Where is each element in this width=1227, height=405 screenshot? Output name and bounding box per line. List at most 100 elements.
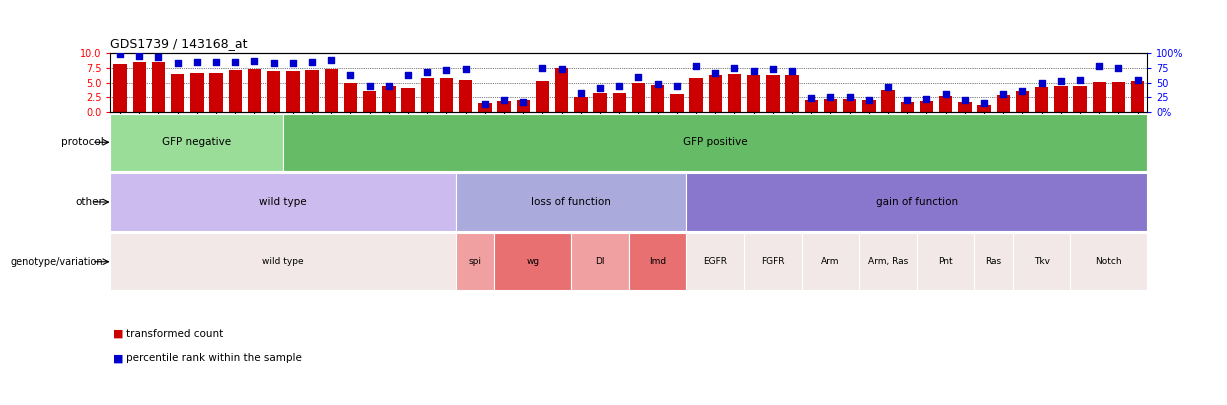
Text: wild type: wild type <box>263 257 304 266</box>
Bar <box>974 233 1012 290</box>
Point <box>706 70 725 76</box>
Bar <box>110 113 283 171</box>
Text: spi: spi <box>469 257 482 266</box>
Bar <box>459 79 472 112</box>
Bar <box>920 101 934 112</box>
Bar <box>805 100 818 112</box>
Bar <box>344 83 357 112</box>
Bar <box>267 70 280 112</box>
Bar <box>632 83 645 112</box>
Bar <box>421 78 434 112</box>
Bar <box>248 69 261 112</box>
Point <box>917 96 936 102</box>
Text: EGFR: EGFR <box>703 257 728 266</box>
Bar <box>958 102 972 112</box>
Point <box>648 81 667 87</box>
Text: percentile rank within the sample: percentile rank within the sample <box>126 354 302 363</box>
Point <box>839 94 859 101</box>
Point <box>1090 62 1109 69</box>
Bar <box>228 70 242 112</box>
Text: Ras: Ras <box>985 257 1001 266</box>
Bar <box>555 68 568 112</box>
Bar <box>113 64 126 112</box>
Point <box>744 67 763 74</box>
Bar <box>670 94 683 112</box>
Bar <box>439 78 453 112</box>
Bar <box>594 93 607 112</box>
Point <box>455 66 475 72</box>
Bar <box>283 113 1147 171</box>
Text: Tkv: Tkv <box>1033 257 1049 266</box>
Bar <box>628 233 686 290</box>
Point <box>686 63 706 70</box>
Point <box>533 64 552 71</box>
Bar <box>939 96 952 112</box>
Point <box>610 83 629 90</box>
Point <box>725 65 745 71</box>
Point <box>264 60 283 66</box>
Point <box>168 60 188 67</box>
Point <box>859 97 879 103</box>
Bar <box>612 93 626 112</box>
Bar <box>363 92 377 112</box>
Point <box>667 82 687 89</box>
Bar <box>110 173 456 231</box>
Bar <box>1074 85 1087 112</box>
Text: Pnt: Pnt <box>939 257 953 266</box>
Point <box>302 59 321 66</box>
Point <box>821 94 840 100</box>
Bar <box>686 233 744 290</box>
Bar <box>859 233 917 290</box>
Bar <box>1131 81 1145 112</box>
Point <box>148 53 168 60</box>
Point <box>437 67 456 73</box>
Text: genotype/variation: genotype/variation <box>11 257 103 267</box>
Bar <box>574 98 588 112</box>
Bar <box>996 95 1010 112</box>
Point <box>1070 76 1090 83</box>
Point <box>475 101 494 107</box>
Text: Arm: Arm <box>821 257 839 266</box>
Bar <box>494 233 572 290</box>
Point <box>879 83 898 90</box>
Bar <box>572 233 628 290</box>
Bar <box>110 233 456 290</box>
Bar <box>1070 233 1147 290</box>
Point <box>417 69 437 76</box>
Point <box>590 85 610 91</box>
Point <box>110 51 130 58</box>
Bar <box>801 233 859 290</box>
Text: Arm, Ras: Arm, Ras <box>867 257 908 266</box>
Bar <box>517 100 530 112</box>
Bar <box>456 173 686 231</box>
Bar <box>479 103 492 112</box>
Text: Notch: Notch <box>1096 257 1123 266</box>
Bar <box>747 75 761 112</box>
Text: Imd: Imd <box>649 257 666 266</box>
Point <box>341 72 361 79</box>
Bar <box>708 75 721 112</box>
Bar <box>1012 233 1070 290</box>
Point <box>399 72 418 78</box>
Text: GFP negative: GFP negative <box>162 137 232 147</box>
Text: protocol: protocol <box>60 137 103 147</box>
Point <box>974 100 994 107</box>
Point <box>763 66 783 72</box>
Bar <box>690 78 703 112</box>
Point <box>129 52 148 59</box>
Text: Dl: Dl <box>595 257 605 266</box>
Bar <box>1034 87 1048 112</box>
Point <box>360 82 379 89</box>
Text: wild type: wild type <box>259 197 307 207</box>
Bar <box>497 101 510 112</box>
Bar <box>1054 86 1067 112</box>
Text: FGFR: FGFR <box>761 257 784 266</box>
Bar <box>881 90 894 112</box>
Point <box>936 91 956 98</box>
Bar <box>210 73 223 112</box>
Bar <box>171 74 184 112</box>
Point <box>1128 76 1147 83</box>
Bar <box>863 100 876 112</box>
Bar <box>978 105 990 112</box>
Bar <box>190 73 204 112</box>
